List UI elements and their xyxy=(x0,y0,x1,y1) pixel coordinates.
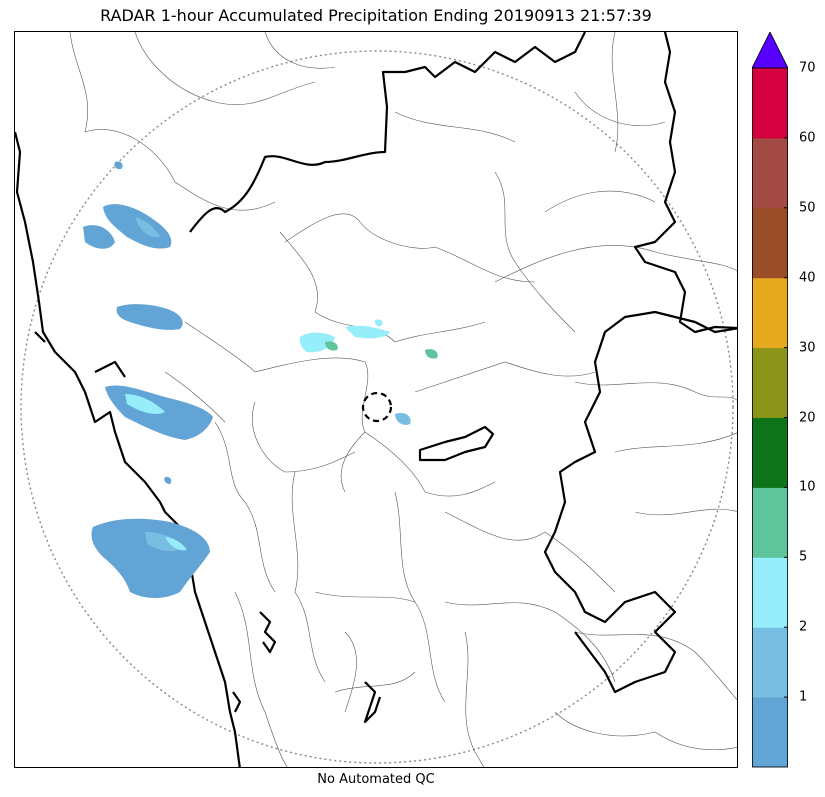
colorbar-bin xyxy=(752,277,788,349)
echo-speck-1 xyxy=(114,161,123,170)
precipitation-colorbar xyxy=(752,32,788,768)
colorbar-bin xyxy=(752,347,788,418)
colorbar-tick-label: 10 xyxy=(799,479,816,495)
colorbar-canvas xyxy=(752,32,788,768)
colorbar-tick-label: 20 xyxy=(799,410,816,425)
colorbar-bin xyxy=(752,68,788,139)
echo-speck-2 xyxy=(164,476,172,484)
echo-cell-central2 xyxy=(325,341,338,351)
map-title: RADAR 1-hour Accumulated Precipitation E… xyxy=(100,6,652,25)
colorbar-tick-label: 70 xyxy=(799,60,816,76)
echo-cell-sw-peak xyxy=(165,537,187,551)
radar-map[interactable] xyxy=(14,31,738,768)
colorbar-tick-label: 5 xyxy=(799,549,808,565)
precipitation-echoes xyxy=(83,161,438,598)
radar-site-marker xyxy=(361,391,393,423)
echo-cell-nw3 xyxy=(116,304,183,330)
colorbar-bin xyxy=(752,697,788,768)
radar-range-ring xyxy=(20,50,734,764)
colorbar-tick-label: 60 xyxy=(799,130,816,146)
colorbar-tick-label: 1 xyxy=(799,689,808,705)
colorbar-bin xyxy=(752,137,788,209)
echo-cell-nw1 xyxy=(103,204,172,249)
echo-cell-central3 xyxy=(345,325,390,339)
colorbar-bin xyxy=(752,487,788,558)
colorbar-bin xyxy=(752,417,788,488)
echo-cell-nw1-core xyxy=(135,217,160,238)
map-canvas xyxy=(15,32,737,767)
colorbar-tick-label: 2 xyxy=(799,619,808,635)
qc-note: No Automated QC xyxy=(317,772,435,787)
echo-cell-w1-core xyxy=(125,394,165,415)
district-boundaries xyxy=(69,32,737,767)
state-boundaries xyxy=(15,32,737,767)
colorbar-tick-label: 40 xyxy=(799,270,816,286)
echo-speck-3 xyxy=(374,319,383,327)
colorbar-tick-label: 30 xyxy=(799,340,816,356)
colorbar-bin xyxy=(752,207,788,279)
colorbar-tick-label: 50 xyxy=(799,200,816,216)
echo-cell-sw xyxy=(91,518,210,598)
echo-cell-central1 xyxy=(299,332,335,353)
colorbar-extend-triangle xyxy=(752,32,788,69)
colorbar-bin xyxy=(752,627,788,698)
echo-cell-central4 xyxy=(395,412,411,425)
echo-cell-nw2 xyxy=(83,225,115,249)
colorbar-bin xyxy=(752,557,788,628)
echo-cell-east xyxy=(425,349,438,359)
